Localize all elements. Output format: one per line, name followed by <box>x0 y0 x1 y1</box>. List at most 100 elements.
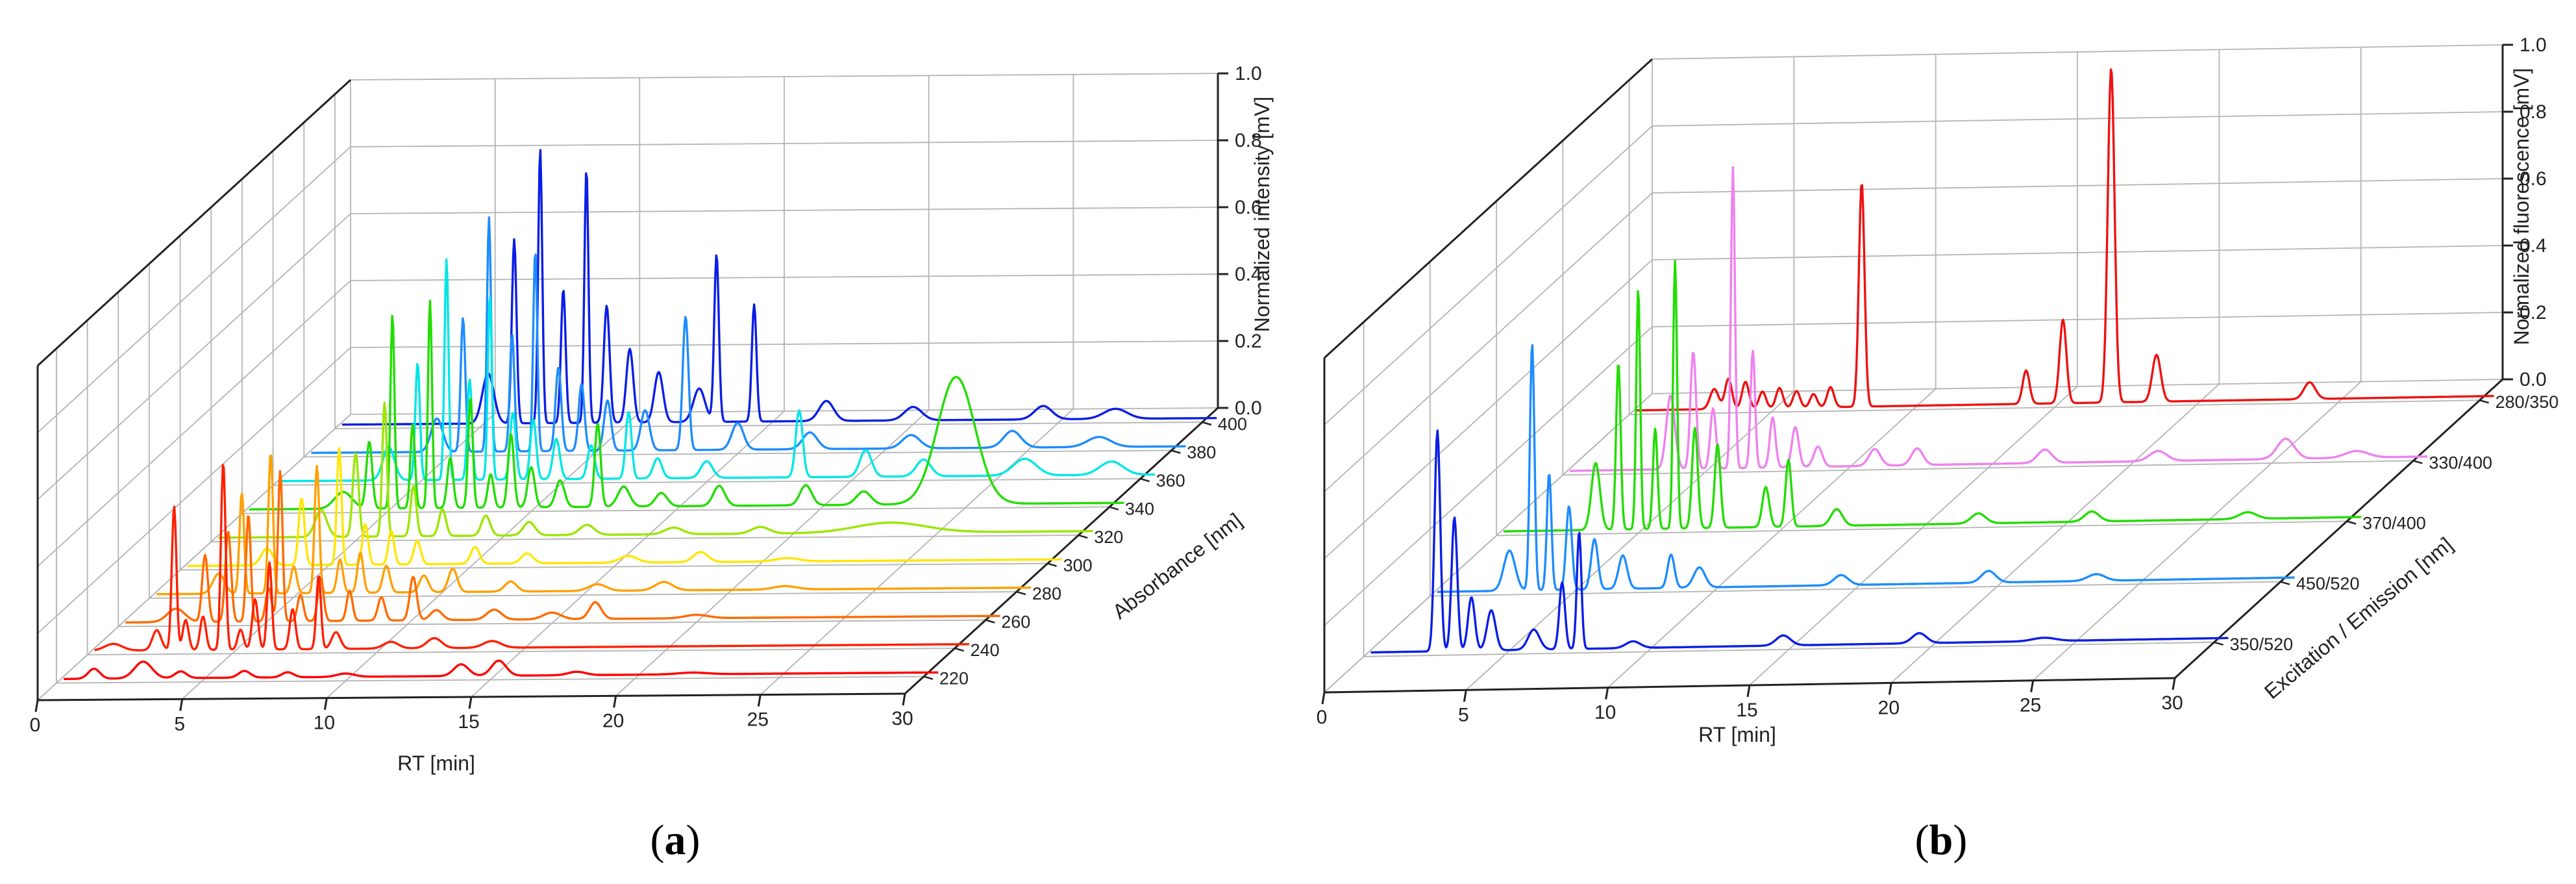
panel-a-depth-tick-label: 380 <box>1187 443 1216 462</box>
panel-b-x-tick-mark <box>1463 690 1467 702</box>
panel-b-x-tick-mark <box>1605 687 1609 700</box>
panel-a-z-tick-label: 1.0 <box>1235 63 1262 84</box>
panel-b-trace-350-520 <box>1370 429 2229 654</box>
panel-b-grid <box>1324 44 2503 693</box>
panel-a-trace-400 <box>341 149 1217 426</box>
panel-a-x-tick-label: 10 <box>314 713 335 734</box>
panel-a-trace-300 <box>187 447 1062 567</box>
panel-a-x-tick-mark <box>34 700 39 713</box>
panel-b-trace-370-400 <box>1503 260 2362 533</box>
panel-a-grid <box>37 73 1219 701</box>
panel-b-x-tick-label: 15 <box>1736 700 1757 721</box>
panel-b-trace-330-400 <box>1570 166 2428 472</box>
panel-a-trace-320 <box>218 401 1093 539</box>
panel-a-depth-axis-label: Absorbance [nm] <box>1108 509 1246 624</box>
panel-b-z-tick-label: 0.2 <box>2520 302 2547 323</box>
panel-a-x-tick-mark <box>613 696 617 708</box>
panel-b-x-tick-mark <box>1888 683 1892 695</box>
panel-a-x-tick-label: 25 <box>747 709 769 731</box>
panel-b-x-tick-mark <box>2030 680 2035 692</box>
panel-b-x-tick-label: 5 <box>1458 704 1469 726</box>
panel-a-depth-tick-label: 360 <box>1156 471 1185 490</box>
panel-a-depth-tick-mark <box>1016 590 1026 596</box>
panel-b-depth-tick-label: 450/520 <box>2296 574 2360 594</box>
panel-b-depth-tick-mark <box>2280 581 2290 585</box>
panel-a-x-tick-label: 30 <box>891 708 913 729</box>
panel-a-depth-tick-mark <box>1078 534 1088 539</box>
panel-b-x-tick-label: 25 <box>2020 695 2041 716</box>
panel-a-depth-tick-label: 400 <box>1218 414 1247 434</box>
panel-a-z-tick-label: 0.4 <box>1235 264 1262 285</box>
panel-b-depth-tick-label: 330/400 <box>2429 453 2492 472</box>
panel-b-x-tick-label: 30 <box>2161 692 2183 714</box>
panel-b-depth-tick-mark <box>2214 641 2223 646</box>
panel-b-depth-tick-mark <box>2346 520 2357 525</box>
panel-b-x-tick-label: 20 <box>1878 697 1900 718</box>
panel-a-x-ticks: 0 5 10 15 20 25 30 <box>30 693 913 736</box>
panel-a-chart: 0 5 10 15 20 25 30 RT [min] 0.0 0.2 0.4 0.6 0.8 1.0 No… <box>30 63 1274 775</box>
panel-b-x-ticks: 0 5 10 15 20 25 30 <box>1317 677 2183 728</box>
panel-a-trace-220 <box>63 659 939 680</box>
panel-a-depth-tick-label: 280 <box>1032 584 1061 603</box>
panel-b-z-ticks: 0.0 0.2 0.4 0.6 0.8 1.0 <box>2503 34 2547 390</box>
panel-b-z-tick-label: 1.0 <box>2520 34 2547 56</box>
panel-b-caption: (b) <box>1915 816 1968 864</box>
panel-a-depth-tick-label: 240 <box>971 640 1000 660</box>
panel-a-depth-tick-mark <box>923 676 934 680</box>
panel-a-z-tick-label: 0.8 <box>1235 130 1262 151</box>
panel-b-x-tick-mark <box>1321 692 1326 705</box>
panel-a-depth-tick-label: 340 <box>1125 499 1154 519</box>
panel-b-z-tick-label: 0.0 <box>2520 369 2547 390</box>
panel-a-depth-tick-mark <box>1170 449 1181 454</box>
panel-b-x-tick-mark <box>1746 685 1751 698</box>
panel-a-x-tick-mark <box>902 693 906 706</box>
panel-b-trace-280-350 <box>1636 68 2494 412</box>
panel-b-x-tick-mark <box>2172 677 2176 690</box>
panel-b-trace-450-520 <box>1437 344 2295 593</box>
panel-a-x-tick-mark <box>179 699 184 711</box>
panel-a-z-tick-label: 0.0 <box>1235 398 1262 419</box>
panel-a-x-tick-mark <box>757 694 762 707</box>
panel-b-depth-tick-label: 280/350 <box>2496 392 2559 412</box>
panel-a-trace-280 <box>156 454 1032 596</box>
panel-b-depth-tick-label: 370/400 <box>2362 514 2426 533</box>
panel-b-depth-axis-label: Excitation / Emission [nm] <box>2260 533 2457 703</box>
panel-a-traces <box>63 149 1217 680</box>
panel-b-x-tick-label: 0 <box>1317 707 1328 728</box>
panel-a-z-tick-label: 0.6 <box>1235 197 1262 218</box>
panel-a-axes-frame <box>36 73 1219 701</box>
panel-a-depth-tick-mark <box>1140 477 1150 483</box>
panel-a-depth-tick-mark <box>1047 562 1057 567</box>
panel-b-depth-tick-label: 350/520 <box>2230 635 2294 654</box>
panel-b-z-tick-label: 0.6 <box>2520 168 2547 190</box>
panel-a-x-tick-mark <box>323 698 328 710</box>
panel-a-trace-380 <box>311 216 1186 454</box>
panel-a-depth-tick-mark <box>1109 506 1119 511</box>
panel-b-z-tick-label: 0.8 <box>2520 101 2547 123</box>
panel-b-depth-tick-mark <box>2479 399 2489 404</box>
panel-a-depth-tick-label: 320 <box>1094 527 1123 547</box>
panel-a-z-ticks: 0.0 0.2 0.4 0.6 0.8 1.0 <box>1218 63 1262 419</box>
panel-b-chart: 0 5 10 15 20 25 30 RT [min] 0.0 0.2 0.4 0.6 0.8 1.0 No… <box>1317 34 2559 746</box>
panel-a-x-tick-label: 0 <box>30 714 41 736</box>
panel-a-x-tick-mark <box>468 696 473 709</box>
panel-b-x-axis-label: RT [min] <box>1698 723 1776 746</box>
panel-a-caption: (a) <box>650 816 700 864</box>
panel-b-traces <box>1370 68 2494 654</box>
panel-a-z-tick-label: 0.2 <box>1235 331 1262 352</box>
panel-a-depth-tick-mark <box>985 619 995 624</box>
panel-a-depth-tick-mark <box>954 647 964 652</box>
panel-a-trace-240 <box>94 464 970 651</box>
panel-b-z-tick-label: 0.4 <box>2520 235 2547 257</box>
panel-a-depth-tick-label: 300 <box>1063 556 1093 575</box>
panel-a-x-tick-label: 20 <box>602 710 624 731</box>
panel-a-depth-tick-mark <box>1202 421 1212 426</box>
panel-b-depth-ticks: 350/520 450/520 370/400 330/400 280/350 <box>2214 392 2559 654</box>
panel-b-depth-tick-mark <box>2413 460 2423 464</box>
panel-a-depth-tick-label: 260 <box>1001 612 1030 632</box>
panel-a-x-tick-label: 5 <box>174 713 185 735</box>
panel-a-depth-tick-label: 220 <box>939 669 969 688</box>
panel-a-trace-340 <box>249 299 1124 511</box>
